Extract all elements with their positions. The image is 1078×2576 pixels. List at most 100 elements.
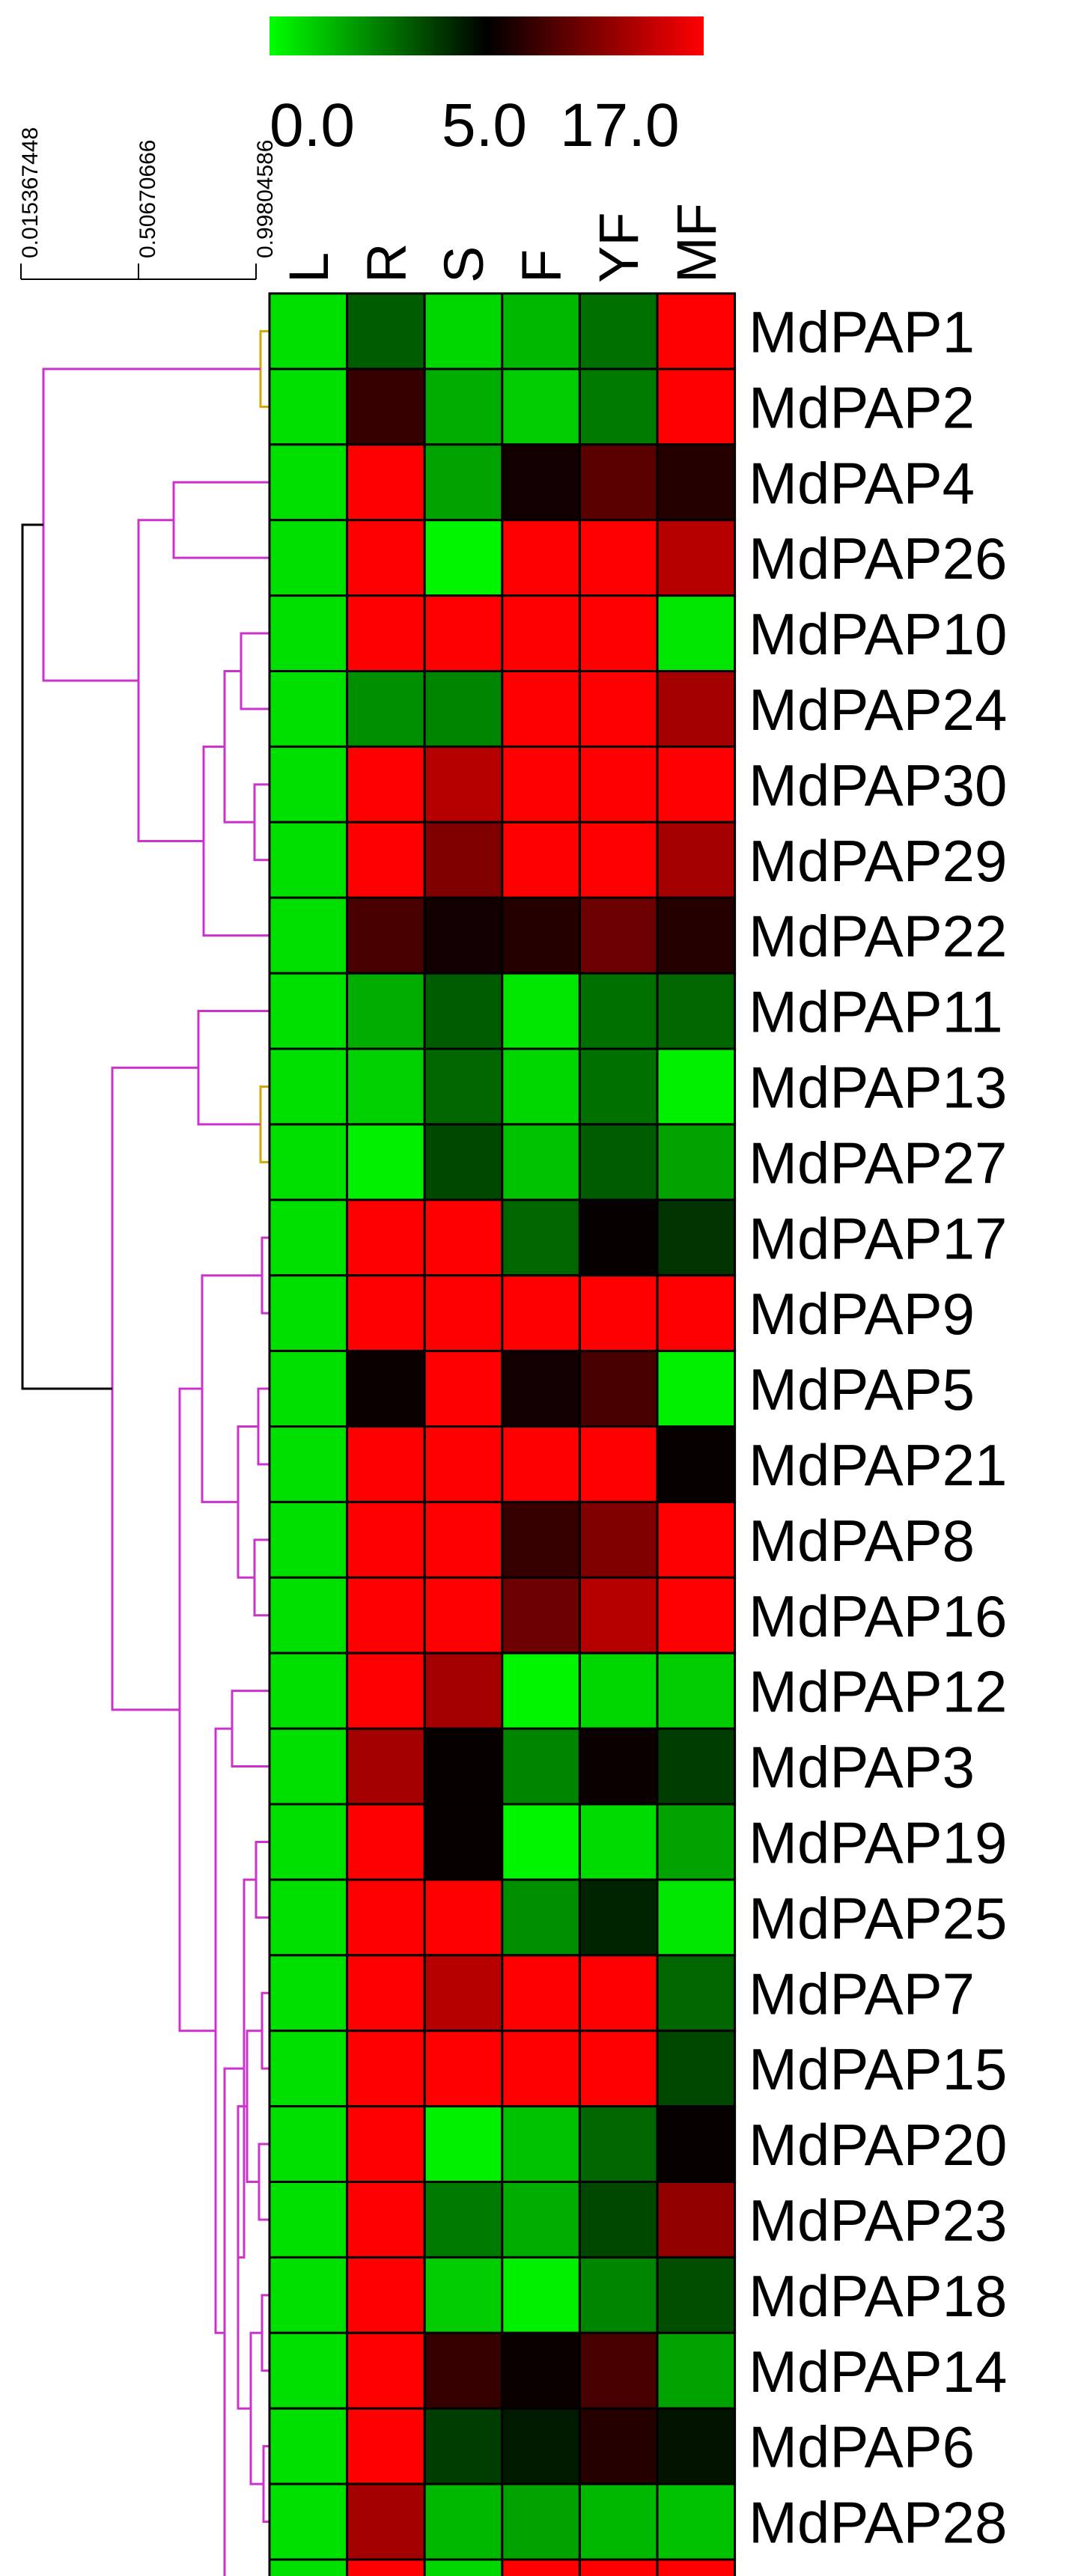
row-dendrogram <box>21 329 270 2576</box>
heatmap-cell <box>346 1199 426 1277</box>
heatmap-cell <box>423 1274 504 1353</box>
heatmap-cell <box>346 2558 426 2576</box>
heatmap-cell <box>656 1878 737 1957</box>
heatmap-cell <box>501 1047 581 1126</box>
heatmap-cell <box>423 1123 504 1202</box>
colorbar <box>270 16 704 55</box>
heatmap-cell <box>501 2331 581 2410</box>
heatmap-cell <box>423 972 504 1050</box>
heatmap-cell <box>346 1274 426 1353</box>
heatmap-cell <box>501 670 581 748</box>
heatmap-cell <box>578 670 659 748</box>
heatmap-cell <box>423 1500 504 1579</box>
heatmap-cell <box>656 2256 737 2334</box>
heatmap-cell <box>268 2331 349 2410</box>
heatmap-cell <box>346 2482 426 2561</box>
dendrogram-scale: 0.015367448 0.50670666 0.99804586 <box>18 127 278 280</box>
heatmap-cell <box>423 2256 504 2334</box>
heatmap-cell <box>578 1123 659 1202</box>
heatmap-cell <box>656 972 737 1050</box>
heatmap-cell <box>656 1803 737 1881</box>
heatmap-cell <box>501 2181 581 2259</box>
heatmap-cell <box>578 2181 659 2259</box>
heatmap-cell <box>578 2256 659 2334</box>
heatmap-cell <box>423 1350 504 1428</box>
heatmap-cell <box>346 2331 426 2410</box>
heatmap-cell <box>656 594 737 672</box>
row-label: MdPAP18 <box>749 2263 1007 2329</box>
dendrogram-root <box>21 523 112 1390</box>
heatmap-cell <box>578 745 659 823</box>
heatmap-cell <box>656 519 737 597</box>
heatmap-cell <box>346 896 426 975</box>
row-label: MdPAP1 <box>749 299 975 365</box>
heatmap-cell <box>423 1651 504 1730</box>
heatmap-cell <box>656 292 737 371</box>
heatmap-cell <box>268 820 349 899</box>
heatmap-cell <box>268 745 349 823</box>
dendrogram-branch <box>202 745 270 937</box>
heatmap-cell <box>656 2558 737 2576</box>
heatmap-cell <box>656 1576 737 1654</box>
heatmap-cell <box>423 2030 504 2108</box>
heatmap-cell <box>346 972 426 1050</box>
heatmap-cell <box>268 1350 349 1428</box>
heatmap-cell <box>268 2181 349 2259</box>
row-label: MdPAP27 <box>749 1130 1007 1196</box>
row-label: MdPAP6 <box>749 2414 975 2480</box>
heatmap-cell <box>423 745 504 823</box>
dendrogram-branch <box>231 1690 270 1768</box>
heatmap-cell <box>656 2482 737 2561</box>
heatmap-cell <box>268 368 349 446</box>
dendrogram-branch <box>42 368 261 682</box>
heatmap-cell <box>268 2558 349 2576</box>
heatmap-cell <box>578 1500 659 1579</box>
heatmap-cell <box>423 2181 504 2259</box>
heatmap-cell <box>346 1047 426 1126</box>
heatmap-cell <box>578 1350 659 1428</box>
heatmap-cell <box>268 519 349 597</box>
heatmap-cell <box>423 1954 504 2033</box>
heatmap-cell <box>501 2482 581 2561</box>
heatmap-cell <box>268 2407 349 2485</box>
heatmap-cell <box>423 2482 504 2561</box>
heatmap-cell <box>346 1576 426 1654</box>
row-label: MdPAP22 <box>749 904 1007 969</box>
heatmap-cell <box>501 1274 581 1353</box>
heatmap-cell <box>268 1954 349 2033</box>
row-label: MdPAP2 <box>749 374 975 440</box>
heatmap-cell <box>656 1123 737 1202</box>
heatmap-cell <box>578 1047 659 1126</box>
dendrogram-branch <box>137 519 204 843</box>
row-label: MdPAP10 <box>749 601 1007 667</box>
row-label: MdPAP7 <box>749 1961 975 2027</box>
heatmap-cell <box>268 292 349 371</box>
heatmap-cell <box>346 1878 426 1957</box>
heatmap-cell <box>268 1803 349 1881</box>
heatmap-cell <box>656 745 737 823</box>
row-label: MdPAP15 <box>749 2036 1007 2102</box>
heatmap-cell <box>578 1274 659 1353</box>
heatmap-cell <box>656 1500 737 1579</box>
heatmap-cell <box>268 972 349 1050</box>
column-label: YF <box>588 212 650 283</box>
column-labels: L R S F YF MF <box>278 203 728 283</box>
heatmap-cell <box>346 519 426 597</box>
row-label: MdPAP17 <box>749 1205 1007 1271</box>
row-label: MdPAP8 <box>749 1508 975 1574</box>
heatmap-cell <box>346 1425 426 1503</box>
heatmap-cell <box>346 368 426 446</box>
heatmap-cell <box>656 1047 737 1126</box>
heatmap-cell <box>346 594 426 672</box>
colorbar-tick-label: 17.0 <box>560 91 680 159</box>
heatmap-cell <box>423 820 504 899</box>
heatmap-cell <box>423 443 504 522</box>
heatmap-cell <box>656 1954 737 2033</box>
heatmap-cell <box>346 1651 426 1730</box>
heatmap-cells <box>268 292 737 2576</box>
row-label: MdPAP31 <box>749 2565 1007 2576</box>
heatmap-cell <box>346 1803 426 1881</box>
heatmap-cell <box>346 2256 426 2334</box>
heatmap-cell <box>346 1500 426 1579</box>
heatmap-cell <box>268 2482 349 2561</box>
